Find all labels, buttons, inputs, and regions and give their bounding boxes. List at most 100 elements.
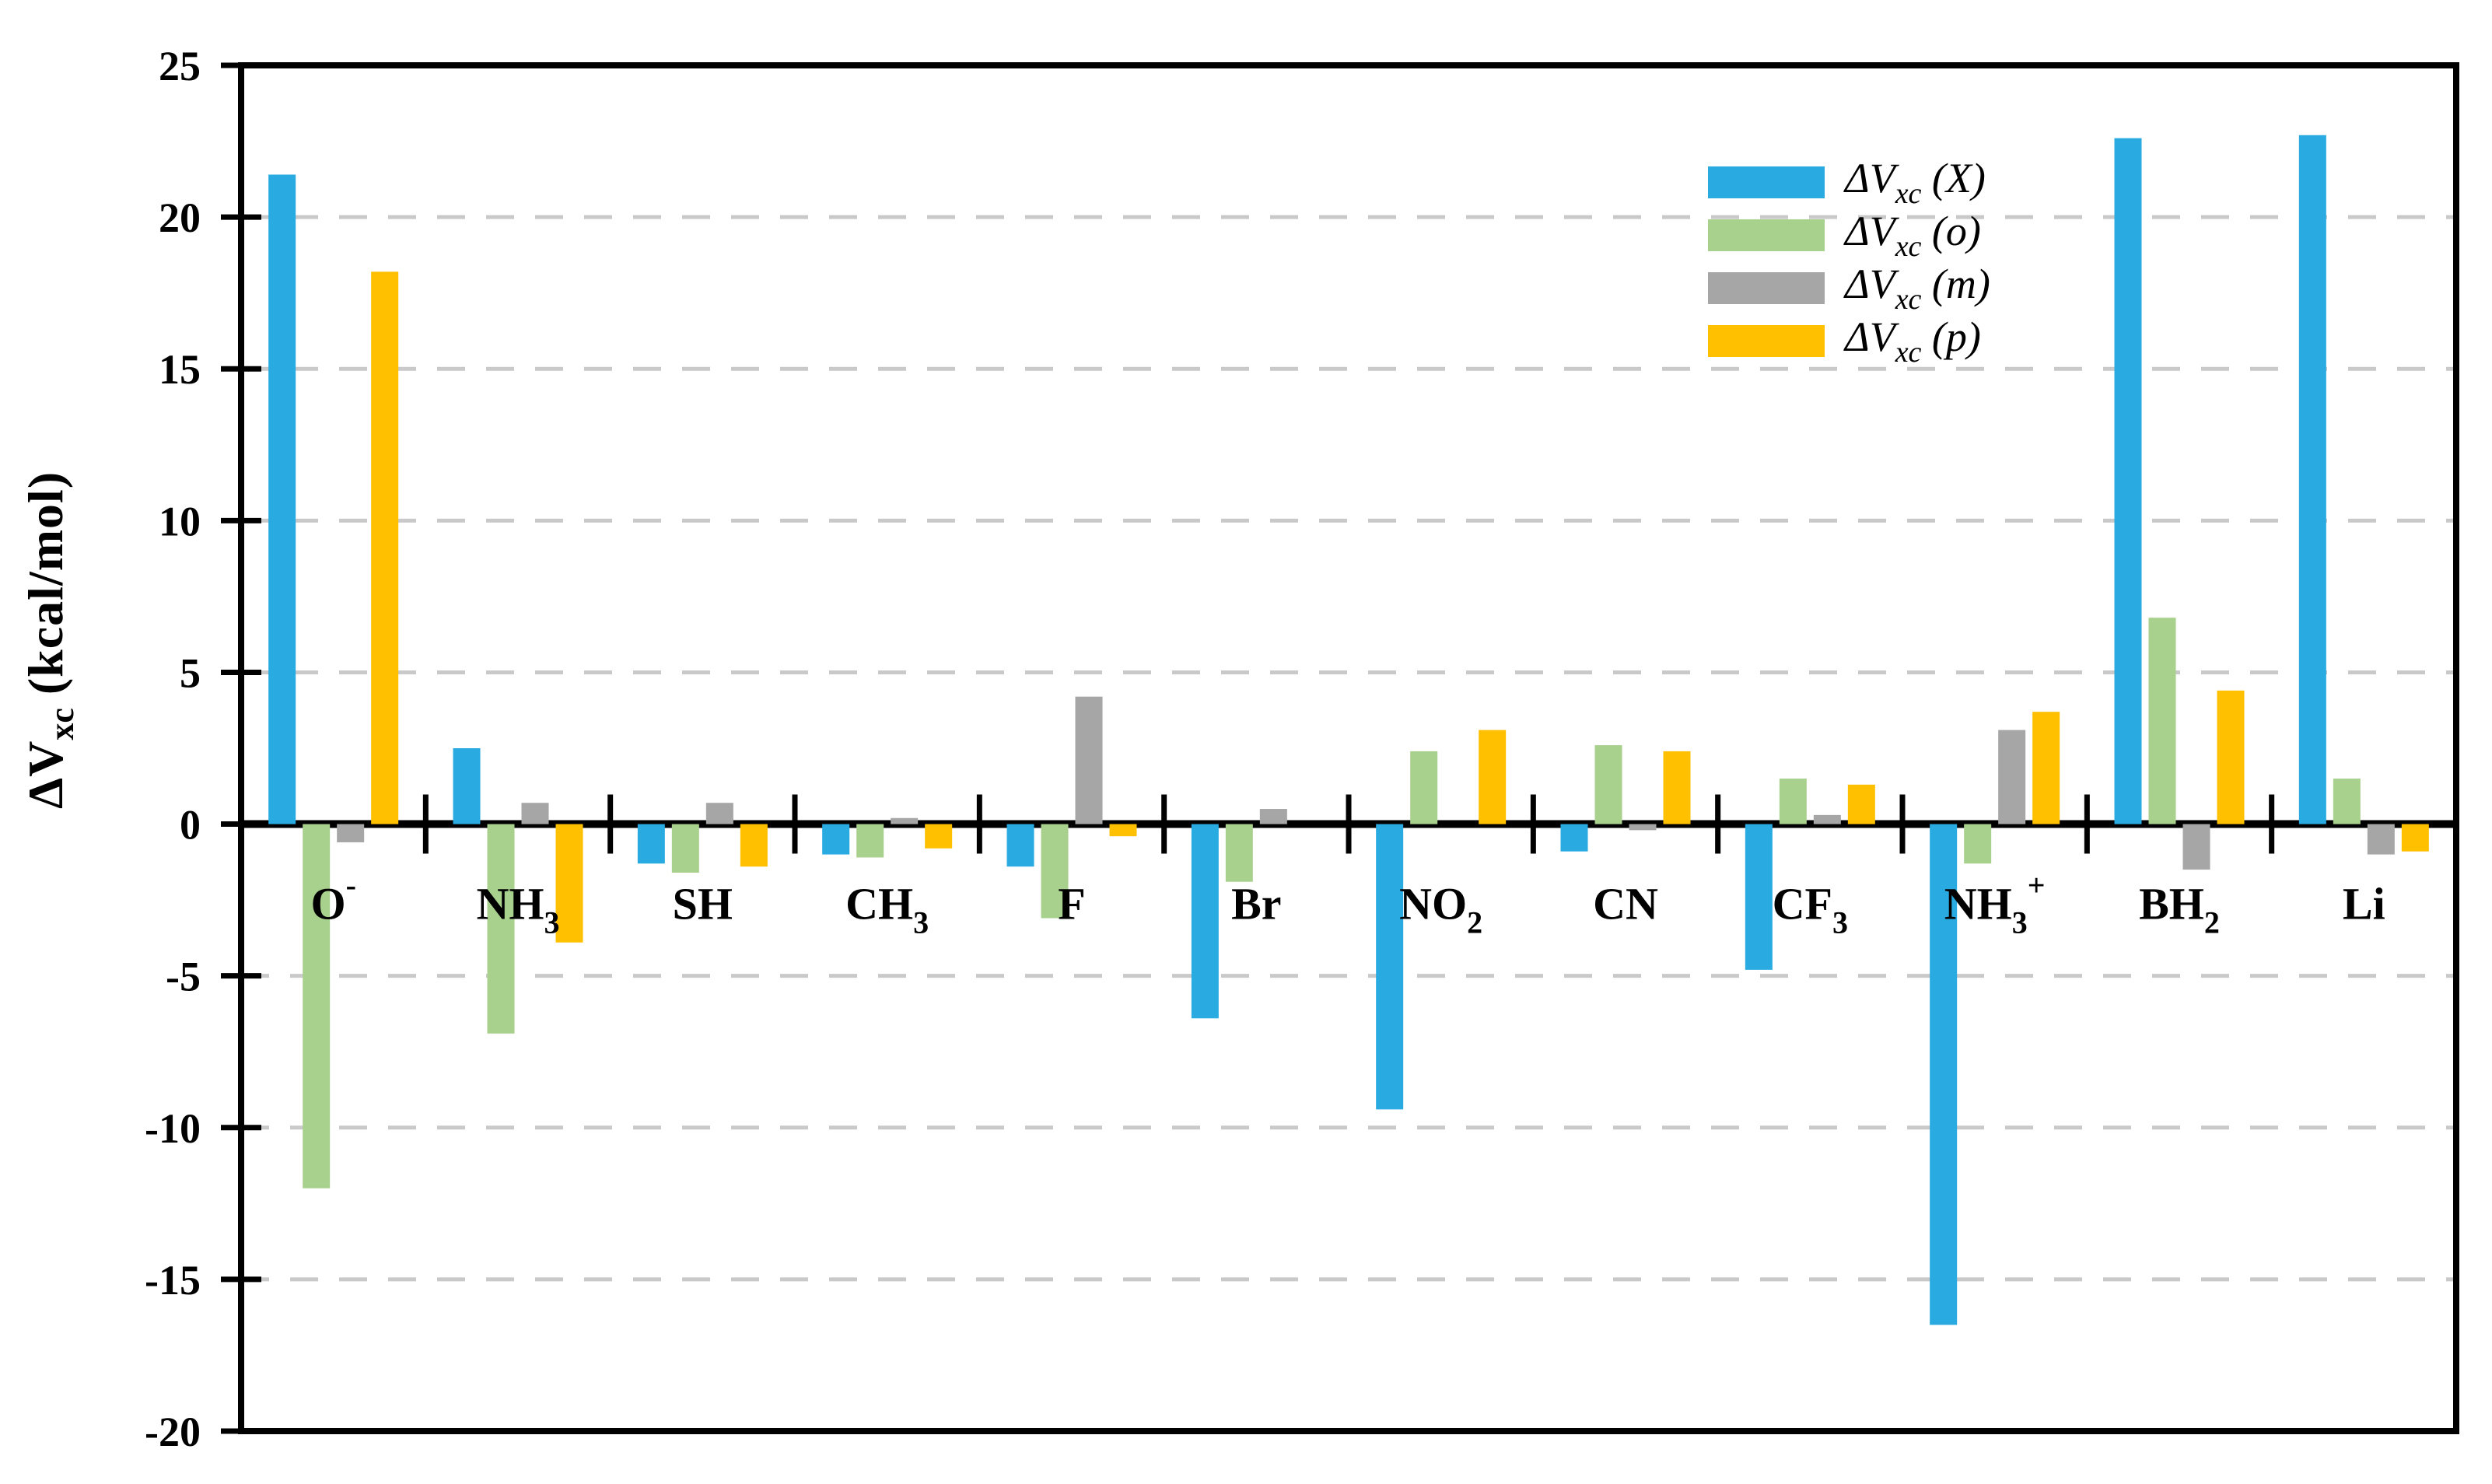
- y-tick-label--10: -10: [145, 1105, 201, 1152]
- legend-row-m: ΔVxc (m): [1708, 260, 1990, 316]
- bar-o-CF_3: [1779, 779, 1807, 824]
- category-label-part: 2: [2204, 905, 2220, 940]
- bar-p-Li: [2401, 824, 2429, 852]
- bar-p-F: [1109, 824, 1137, 837]
- category-label-part: 3: [2012, 905, 2028, 940]
- legend-row-X: ΔVxc (X): [1708, 154, 1990, 210]
- legend-label-m: ΔVxc (m): [1845, 260, 1990, 316]
- bar-m-NH_3: [521, 803, 549, 824]
- bar-X-O^-: [268, 174, 296, 824]
- bar-p-SH: [740, 824, 768, 867]
- y-axis-title: ΔVxc (kcal/mol): [17, 471, 82, 809]
- category-label-part: 3: [1832, 905, 1848, 940]
- bar-o-CH_3: [856, 824, 884, 858]
- bar-X-Br: [1191, 824, 1219, 1019]
- bar-o-BH_2: [2148, 618, 2176, 824]
- y-tick-label-25: 25: [159, 43, 201, 89]
- bar-o-CN: [1594, 745, 1622, 824]
- category-label-part: CF: [1773, 879, 1832, 929]
- bar-m-O^-: [337, 824, 365, 842]
- category-label-F: F: [1058, 879, 1085, 929]
- bar-X-NH_3^+: [1930, 824, 1958, 1325]
- legend: ΔVxc (X) ΔVxc (o) ΔVxc (m) ΔVxc (p): [1708, 154, 1990, 369]
- category-label-NH_3^+: NH3+: [1944, 868, 2046, 940]
- bar-p-BH_2: [2217, 690, 2245, 824]
- bar-p-O^-: [371, 271, 399, 824]
- category-label-part: BH: [2139, 879, 2204, 929]
- category-label-part: 3: [544, 905, 560, 940]
- y-tick-label-5: 5: [180, 649, 201, 696]
- category-label-part: -: [346, 868, 356, 903]
- bar-o-NH_3^+: [1964, 824, 1992, 864]
- legend-label-p: ΔVxc (p): [1845, 313, 1981, 369]
- legend-swatch-X: [1708, 166, 1825, 198]
- y-axis-title-subscript: xc: [43, 708, 81, 740]
- category-label-SH: SH: [673, 879, 733, 929]
- y-axis-title-prefix: ΔV: [18, 740, 73, 809]
- bar-X-CH_3: [822, 824, 850, 855]
- bar-X-SH: [637, 824, 665, 864]
- category-label-NH_3: NH3: [477, 879, 560, 940]
- y-tick-label-0: 0: [180, 802, 201, 849]
- category-label-Li: Li: [2343, 879, 2385, 929]
- category-label-part: O: [310, 879, 345, 929]
- bar-X-CN: [1560, 824, 1588, 852]
- bar-m-SH: [705, 803, 733, 824]
- category-label-part: F: [1058, 879, 1085, 929]
- category-label-part: Br: [1231, 879, 1281, 929]
- bar-m-CF_3: [1813, 814, 1841, 824]
- bar-m-BH_2: [2182, 824, 2210, 870]
- bar-o-NO_2: [1410, 751, 1438, 824]
- category-label-part: CH: [845, 879, 913, 929]
- bar-o-Li: [2333, 779, 2361, 824]
- y-tick-label--20: -20: [145, 1409, 201, 1455]
- bar-X-CF_3: [1745, 824, 1773, 970]
- bar-m-CN: [1629, 824, 1657, 831]
- category-label-part: 2: [1467, 905, 1482, 940]
- category-label-part: NO: [1399, 879, 1467, 929]
- bar-m-Br: [1259, 809, 1287, 824]
- category-label-part: CN: [1593, 879, 1658, 929]
- bar-o-F: [1041, 824, 1069, 919]
- y-tick-label-10: 10: [159, 498, 201, 544]
- category-label-part: NH: [477, 879, 544, 929]
- plot-border: [238, 62, 2459, 1434]
- legend-swatch-m: [1708, 271, 1825, 304]
- category-label-part: 3: [913, 905, 929, 940]
- y-axis-title-units: (kcal/mol): [18, 471, 73, 709]
- bar-p-CF_3: [1847, 784, 1875, 824]
- bar-p-CN: [1663, 751, 1691, 824]
- legend-row-o: ΔVxc (o): [1708, 207, 1990, 263]
- y-tick-label--15: -15: [145, 1257, 201, 1304]
- category-label-CF_3: CF3: [1773, 879, 1848, 940]
- legend-swatch-p: [1708, 324, 1825, 357]
- bar-X-NH_3: [453, 748, 481, 824]
- bar-X-F: [1006, 824, 1034, 867]
- legend-swatch-o: [1708, 219, 1825, 251]
- bar-o-Br: [1225, 824, 1253, 882]
- bar-m-F: [1075, 696, 1103, 824]
- y-tick-label-15: 15: [159, 346, 201, 393]
- category-label-part: Li: [2343, 879, 2385, 929]
- legend-label-X: ΔVxc (X): [1845, 154, 1986, 210]
- bar-o-SH: [671, 824, 699, 873]
- bar-X-NO_2: [1376, 824, 1404, 1110]
- y-tick-label--5: -5: [166, 954, 201, 1000]
- bar-p-NH_3: [555, 824, 583, 943]
- bar-p-CH_3: [925, 824, 953, 849]
- y-tick-label-20: 20: [159, 194, 201, 241]
- bar-p-NO_2: [1479, 730, 1507, 824]
- category-label-part: NH: [1944, 879, 2012, 929]
- category-label-Br: Br: [1231, 879, 1281, 929]
- bar-o-NH_3: [487, 824, 515, 1034]
- category-label-CH_3: CH3: [845, 879, 929, 940]
- bar-p-NH_3^+: [2032, 712, 2060, 824]
- category-label-BH_2: BH2: [2139, 879, 2220, 940]
- category-label-O^-: O-: [310, 868, 355, 929]
- bar-o-O^-: [303, 824, 331, 1188]
- bar-X-BH_2: [2114, 138, 2142, 824]
- category-label-CN: CN: [1593, 879, 1658, 929]
- legend-label-o: ΔVxc (o): [1845, 207, 1981, 263]
- category-label-part: SH: [673, 879, 733, 929]
